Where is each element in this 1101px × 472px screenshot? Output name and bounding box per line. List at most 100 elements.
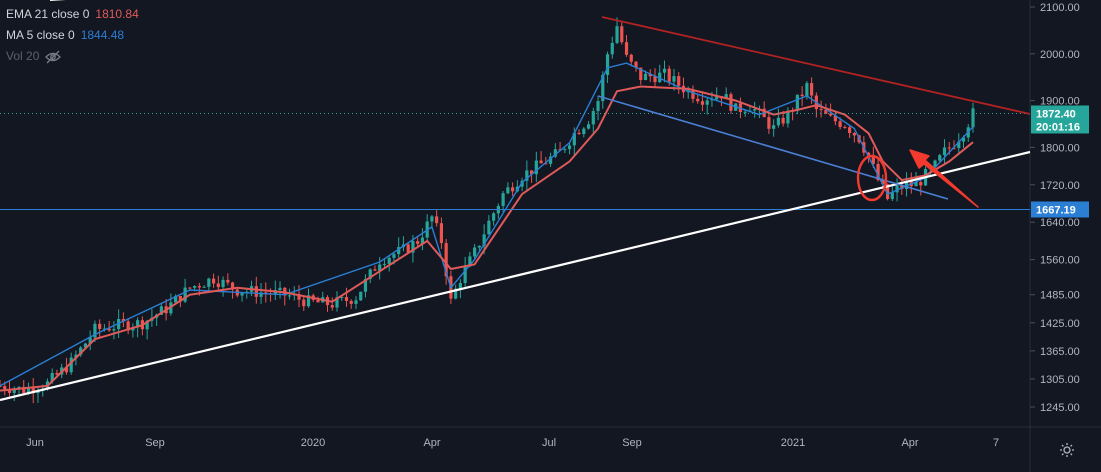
candle-body xyxy=(226,279,230,283)
candle-body xyxy=(121,318,126,322)
ma5-line xyxy=(0,62,974,387)
candle-body xyxy=(340,296,344,298)
eye-crossed-icon[interactable] xyxy=(45,50,62,64)
candle-body xyxy=(525,170,529,181)
candle-body xyxy=(79,347,83,355)
candle-body xyxy=(672,76,676,82)
candle-body xyxy=(102,328,107,330)
candle-body xyxy=(871,156,875,164)
price-tick-label: 1900.00 xyxy=(1040,96,1080,108)
candle-body xyxy=(126,321,130,331)
candle-body xyxy=(677,76,681,86)
legend-ma[interactable]: MA 5 close 0 1844.48 xyxy=(6,25,139,46)
candle-body xyxy=(795,94,799,111)
candle-body xyxy=(539,160,543,164)
candle-body xyxy=(3,386,7,391)
red-arrow-annotation xyxy=(909,149,979,208)
candle-body xyxy=(705,100,709,105)
candle-body xyxy=(378,264,382,271)
candle-body xyxy=(397,247,401,255)
candle-body xyxy=(93,323,97,338)
candle-body xyxy=(829,113,833,116)
candle-body xyxy=(572,132,576,146)
price-tick-label: 2100.00 xyxy=(1040,2,1080,14)
candle-body xyxy=(112,329,116,331)
time-tick-label: Jun xyxy=(26,437,44,449)
candle-body xyxy=(501,193,505,206)
candle-body xyxy=(420,237,425,244)
candle-body xyxy=(344,296,349,301)
candle-body xyxy=(188,287,192,289)
candle-body xyxy=(506,187,510,194)
candle-body xyxy=(221,279,225,288)
candle-body xyxy=(639,67,643,81)
candle-body xyxy=(458,283,462,289)
candle-body xyxy=(724,94,728,99)
horizontal-level-badge-bg xyxy=(1031,201,1089,218)
candle-body xyxy=(586,124,591,129)
settings-gear-icon[interactable] xyxy=(1059,442,1075,458)
candle-body xyxy=(411,241,415,253)
candle-body xyxy=(947,147,951,149)
candle-body xyxy=(648,73,652,77)
last-price-badge-bg xyxy=(1031,105,1089,134)
candle-body xyxy=(919,182,923,186)
candle-body xyxy=(193,285,197,288)
candle-body xyxy=(406,244,410,253)
candle-body xyxy=(306,295,311,307)
legend-ema[interactable]: EMA 21 close 0 1810.84 xyxy=(6,4,139,25)
price-tick-label: 1365.00 xyxy=(1040,346,1080,358)
candle-body xyxy=(914,182,918,187)
candle-body xyxy=(942,147,947,156)
price-tick-label: 1720.00 xyxy=(1040,180,1080,192)
candle-body xyxy=(819,109,823,111)
ema-label: EMA 21 close 0 xyxy=(6,7,90,21)
candle-body xyxy=(847,127,852,133)
candle-body xyxy=(885,184,890,200)
legend-vol[interactable]: Vol 20 xyxy=(6,46,139,67)
candle-body xyxy=(487,220,491,235)
time-tick-label: Sep xyxy=(145,437,165,449)
candle-body xyxy=(767,117,771,129)
candle-body xyxy=(316,299,320,303)
candle-body xyxy=(74,354,78,358)
candle-body xyxy=(753,109,757,111)
price-tick-label: 2000.00 xyxy=(1040,49,1080,61)
candle-body xyxy=(264,292,268,294)
candle-body xyxy=(620,26,624,43)
candle-body xyxy=(7,390,12,393)
drawings xyxy=(0,0,1031,402)
candle-body xyxy=(591,111,595,125)
candle-body xyxy=(643,73,648,81)
last-price-badge-text: 1872.40 xyxy=(1036,108,1076,120)
candle-body xyxy=(866,152,871,157)
candle-body xyxy=(511,187,515,192)
candle-body xyxy=(881,180,885,185)
candle-body xyxy=(696,98,700,102)
time-tick-label: 7 xyxy=(993,437,999,449)
candle-body xyxy=(553,149,557,157)
ma-label: MA 5 close 0 xyxy=(6,28,75,42)
candle-body xyxy=(800,94,804,96)
candle-body xyxy=(662,68,667,73)
candle-body xyxy=(69,357,73,373)
candle-body xyxy=(349,300,353,304)
ma-value: 1844.48 xyxy=(80,28,125,42)
ema-value: 1810.84 xyxy=(95,7,139,21)
candle-body xyxy=(297,294,301,300)
last-price-badge-text: 20:01:16 xyxy=(1036,121,1080,133)
candle-body xyxy=(933,160,937,167)
candle-body xyxy=(444,243,448,277)
vol-label: Vol 20 xyxy=(6,49,40,63)
candle-body xyxy=(653,76,657,83)
candle-body xyxy=(961,137,966,142)
price-tick-label: 1800.00 xyxy=(1040,142,1080,154)
candle-body xyxy=(563,149,567,151)
candle-body xyxy=(876,163,880,181)
candle-body xyxy=(971,108,975,128)
price-tick-label: 1640.00 xyxy=(1040,217,1080,229)
